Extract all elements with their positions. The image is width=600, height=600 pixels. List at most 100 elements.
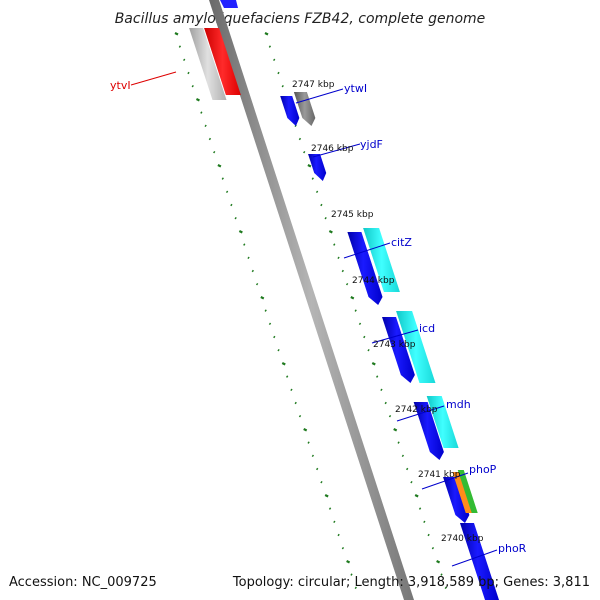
- outer-tick-mark: [345, 282, 349, 286]
- citz-cds-arrow[interactable]: [347, 232, 383, 305]
- outer-tick-mark: [418, 507, 422, 510]
- yjdf-cds-arrow[interactable]: [308, 154, 327, 181]
- outer-tick-mark: [358, 322, 362, 326]
- outer-tick-mark: [388, 414, 392, 418]
- inner-tick-mark: [221, 177, 224, 180]
- outer-tick-mark: [298, 137, 302, 141]
- outer-tick-mark: [410, 480, 413, 484]
- outer-tick-mark: [268, 45, 272, 48]
- phor-cds-arrow[interactable]: [459, 523, 499, 600]
- outer-tick-mark: [333, 243, 336, 246]
- inner-tick-mark: [187, 71, 190, 75]
- kbp-label: 2745 kbp: [331, 210, 374, 220]
- gene-label-icd[interactable]: icd: [419, 322, 435, 335]
- label-leaders: [130, 71, 498, 567]
- ytwi-gray-feature[interactable]: [293, 92, 316, 126]
- kbp-label: 2744 kbp: [352, 276, 395, 286]
- inner-tick-mark: [294, 401, 297, 405]
- outer-tick-mark: [324, 216, 327, 220]
- citz-cyan-feature[interactable]: [363, 228, 400, 292]
- outer-tick-mark: [337, 256, 340, 260]
- gene-features: [189, 28, 499, 600]
- inner-tick-mark: [208, 137, 212, 141]
- inner-tick-mark: [174, 32, 179, 36]
- genome-summary-text: Topology: circular; Length: 3,918,589 bp…: [232, 575, 590, 590]
- inner-tick-mark: [277, 348, 280, 352]
- inner-tick-mark: [230, 203, 233, 207]
- inner-tick-mark: [217, 164, 222, 168]
- gene-labels: ytvI ytwI yjdF citZ icd mdh phoP phoR: [110, 79, 527, 555]
- ytvi-red-feature[interactable]: [204, 28, 241, 95]
- icd-cyan-feature[interactable]: [396, 311, 436, 383]
- outer-tick-mark: [380, 388, 383, 392]
- inner-tick-mark: [178, 45, 182, 48]
- kbp-label: 2746 kbp: [311, 144, 354, 154]
- gene-label-ytwi[interactable]: ytwI: [344, 82, 367, 95]
- outer-tick-mark: [393, 428, 398, 432]
- outer-tick-mark: [384, 401, 387, 405]
- outer-tick-mark: [406, 467, 409, 471]
- inner-tick-mark: [328, 507, 332, 510]
- mdh-cds-arrow[interactable]: [413, 402, 444, 460]
- outer-tick-mark: [440, 573, 443, 576]
- inner-tick-mark: [281, 362, 286, 366]
- outer-tick-mark: [423, 520, 426, 524]
- leader-line: [312, 143, 361, 158]
- inner-tick-mark: [238, 230, 243, 234]
- ytwi-cds-arrow[interactable]: [280, 96, 300, 126]
- outer-tick-mark: [401, 454, 405, 458]
- leader-line: [371, 329, 419, 344]
- inner-tick-mark: [354, 586, 357, 590]
- kbp-label: 2740 kbp: [441, 534, 484, 544]
- inner-tick-mark: [307, 441, 310, 444]
- leader-line: [295, 88, 344, 104]
- kbp-label: 2743 kbp: [373, 340, 416, 350]
- outer-tick-mark: [363, 335, 366, 339]
- ytvi-gray-feature[interactable]: [189, 28, 227, 100]
- outer-tick-mark: [328, 230, 333, 234]
- gene-label-citz[interactable]: citZ: [391, 236, 412, 249]
- outer-tick-mark: [273, 58, 276, 62]
- leader-line: [343, 242, 391, 259]
- outer-tick-mark: [436, 560, 441, 564]
- inner-tick-mark: [247, 256, 250, 260]
- inner-tick-mark: [204, 124, 207, 128]
- genome-backbone: [209, 0, 414, 600]
- gene-label-ytvi[interactable]: ytvI: [110, 79, 131, 92]
- gene-label-yjdf[interactable]: yjdF: [360, 138, 383, 151]
- inner-tick-mark: [333, 520, 336, 524]
- outer-tick-mark: [311, 177, 314, 180]
- inner-tick-mark: [268, 322, 272, 326]
- inner-tick-mark: [285, 375, 289, 378]
- outer-tick-mark: [444, 586, 447, 590]
- outer-tick-mark: [371, 362, 376, 366]
- accession-text: Accession: NC_009725: [9, 575, 157, 590]
- outer-tick-mark: [427, 533, 430, 537]
- phop-green-feature[interactable]: [457, 470, 478, 513]
- inner-tick-mark: [320, 480, 323, 484]
- outer-tick-mark: [354, 309, 357, 312]
- gene-label-mdh[interactable]: mdh: [446, 398, 471, 411]
- inner-tick-mark: [243, 243, 246, 246]
- inner-tick-mark: [200, 111, 203, 114]
- outer-tick-mark: [281, 84, 284, 88]
- forward-cds-feature: [220, 0, 238, 8]
- inner-tick-mark: [316, 467, 319, 471]
- phop-cds-arrow[interactable]: [443, 477, 470, 523]
- outer-tick-mark: [303, 150, 306, 154]
- outer-tick-mark: [350, 296, 355, 300]
- inner-tick-mark: [183, 58, 186, 62]
- inner-tick-mark: [255, 282, 259, 286]
- outer-tick-mark: [307, 164, 312, 168]
- outer-tick-mark: [431, 546, 435, 550]
- gene-label-phor[interactable]: phoR: [498, 542, 527, 555]
- inner-tick-mark: [346, 560, 351, 564]
- icd-cds-arrow[interactable]: [382, 317, 415, 383]
- inner-tick-mark: [298, 414, 302, 418]
- gene-label-phop[interactable]: phoP: [469, 463, 497, 476]
- outer-tick-mark: [277, 71, 280, 75]
- phop-orange-feature[interactable]: [452, 472, 473, 513]
- leader-line: [396, 405, 445, 422]
